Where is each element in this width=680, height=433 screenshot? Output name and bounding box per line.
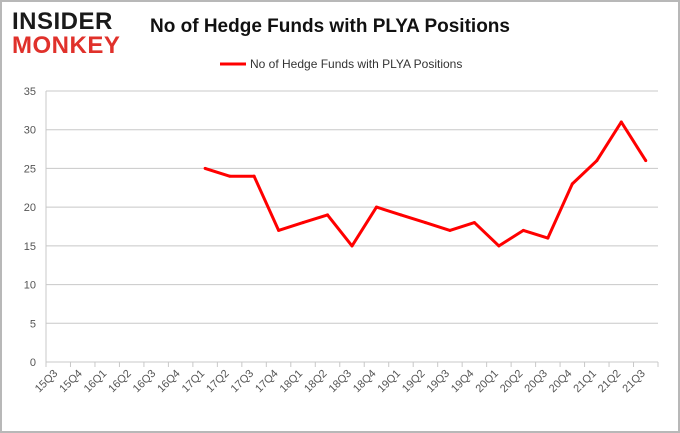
y-tick-label: 10 [24, 280, 36, 292]
x-tick-label: 17Q2 [204, 368, 232, 396]
x-tick-label: 20Q4 [547, 368, 575, 396]
data-point [570, 182, 574, 186]
x-tick-label: 20Q3 [522, 368, 550, 396]
x-tick-label: 19Q1 [376, 368, 404, 396]
x-tick-label: 17Q4 [253, 368, 281, 396]
data-point [448, 228, 452, 232]
x-tick-label: 16Q4 [155, 368, 183, 396]
logo-line-2: MONKEY [12, 32, 121, 59]
data-point [521, 228, 525, 232]
data-point [252, 174, 256, 178]
data-point [228, 174, 232, 178]
y-tick-label: 25 [24, 163, 36, 175]
y-tick-label: 5 [30, 318, 36, 330]
data-point [203, 166, 207, 170]
logo-line-1: INSIDER [12, 8, 113, 35]
legend: No of Hedge Funds with PLYA Positions [220, 57, 462, 71]
legend-label: No of Hedge Funds with PLYA Positions [250, 57, 462, 71]
x-tick-label: 19Q3 [425, 368, 453, 396]
x-tick-label: 16Q1 [82, 368, 110, 396]
x-tick-label: 16Q3 [131, 368, 159, 396]
series-line [204, 120, 648, 248]
data-point [644, 159, 648, 163]
y-tick-label: 0 [30, 357, 36, 369]
data-point [326, 213, 330, 217]
x-tick-label: 15Q3 [33, 368, 61, 396]
grid-lines [46, 90, 658, 363]
x-tick-label: 17Q1 [180, 368, 208, 396]
x-tick-label: 18Q2 [302, 368, 330, 396]
x-tick-label: 20Q2 [498, 368, 526, 396]
x-tick-label: 21Q1 [571, 368, 599, 396]
data-point [350, 244, 354, 248]
data-point [546, 236, 550, 240]
data-point [277, 228, 281, 232]
y-axis: 0 5 10 15 20 25 30 35 [24, 86, 47, 369]
data-point [374, 205, 378, 209]
data-point [497, 244, 501, 248]
x-axis: 15Q315Q416Q116Q216Q316Q417Q117Q217Q317Q4… [33, 362, 659, 396]
x-tick-label: 18Q1 [278, 368, 306, 396]
y-tick-label: 35 [24, 86, 36, 98]
data-point [301, 221, 305, 225]
x-tick-label: 18Q4 [351, 368, 379, 396]
chart-title: No of Hedge Funds with PLYA Positions [150, 16, 510, 37]
x-tick-label: 15Q4 [57, 368, 85, 396]
data-point [619, 120, 623, 124]
series-layer [203, 120, 648, 248]
data-point [423, 221, 427, 225]
x-tick-label: 17Q3 [229, 368, 257, 396]
data-point [399, 213, 403, 217]
x-tick-label: 16Q2 [106, 368, 134, 396]
data-point [595, 159, 599, 163]
x-tick-label: 19Q4 [449, 368, 477, 396]
data-point [472, 221, 476, 225]
y-tick-label: 15 [24, 241, 36, 253]
x-tick-label: 19Q2 [400, 368, 428, 396]
x-tick-label: 20Q1 [473, 368, 501, 396]
x-tick-label: 18Q3 [327, 368, 355, 396]
y-tick-label: 20 [24, 202, 36, 214]
x-tick-label: 21Q3 [620, 368, 648, 396]
x-tick-label: 21Q2 [596, 368, 624, 396]
insider-monkey-logo: INSIDER MONKEY [12, 10, 132, 60]
y-tick-label: 30 [24, 125, 36, 137]
